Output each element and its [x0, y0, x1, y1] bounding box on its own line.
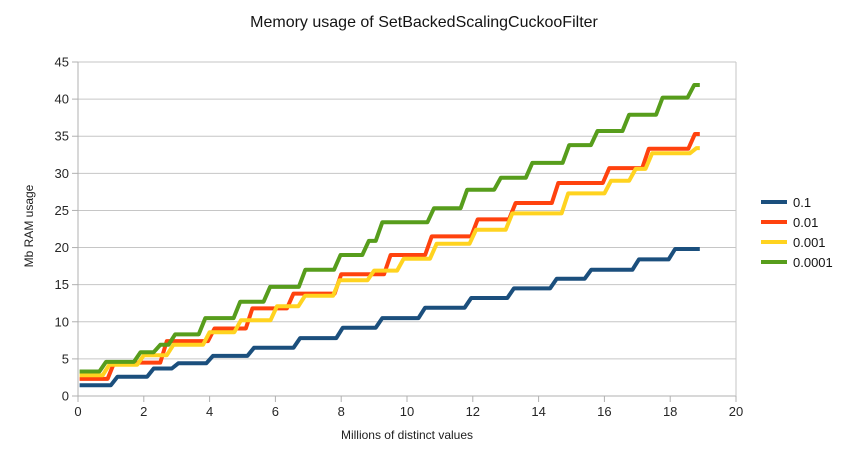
legend-label: 0.01 [793, 214, 819, 230]
legend-swatch-0.001 [761, 240, 787, 244]
legend-swatch-0.0001 [761, 260, 787, 264]
legend-swatch-0.01 [761, 220, 787, 224]
x-tick-label: 16 [597, 404, 611, 419]
x-tick-label: 18 [663, 404, 677, 419]
legend-swatch-0.1 [761, 200, 787, 204]
legend-item: 0.01 [761, 214, 833, 230]
x-tick-label: 14 [531, 404, 545, 419]
y-tick-label: 5 [62, 351, 69, 366]
y-tick-label: 15 [55, 277, 69, 292]
x-tick-label: 4 [206, 404, 213, 419]
x-tick-label: 10 [400, 404, 414, 419]
x-tick-label: 2 [140, 404, 147, 419]
legend-item: 0.0001 [761, 254, 833, 270]
chart-title: Memory usage of SetBackedScalingCuckooFi… [250, 14, 598, 31]
x-tick-label: 0 [74, 404, 81, 419]
y-tick-label: 30 [55, 166, 69, 181]
x-axis-title: Millions of distinct values [340, 428, 474, 442]
legend-label: 0.001 [793, 234, 826, 250]
y-tick-label: 25 [55, 203, 69, 218]
legend-label: 0.1 [793, 194, 812, 210]
x-tick-label: 6 [272, 404, 279, 419]
legend-label: 0.0001 [793, 254, 833, 270]
y-tick-label: 45 [55, 55, 69, 70]
x-tick-label: 12 [466, 404, 480, 419]
x-tick-label: 20 [729, 404, 743, 419]
series-line-0.001 [79, 146, 700, 378]
series-line-0.01 [79, 132, 700, 381]
y-tick-label: 10 [55, 314, 69, 329]
y-axis-title: Mb RAM usage [22, 184, 36, 268]
series-line-0.0001 [79, 83, 700, 374]
legend-item: 0.1 [761, 194, 833, 210]
y-tick-label: 0 [62, 389, 69, 404]
y-tick-label: 40 [55, 92, 69, 107]
x-tick-label: 8 [338, 404, 345, 419]
legend-item: 0.001 [761, 234, 833, 250]
legend: 0.1 0.01 0.001 0.0001 [761, 195, 833, 275]
series-line-0.1 [79, 247, 700, 388]
y-tick-label: 35 [55, 129, 69, 144]
y-tick-label: 20 [55, 240, 69, 255]
